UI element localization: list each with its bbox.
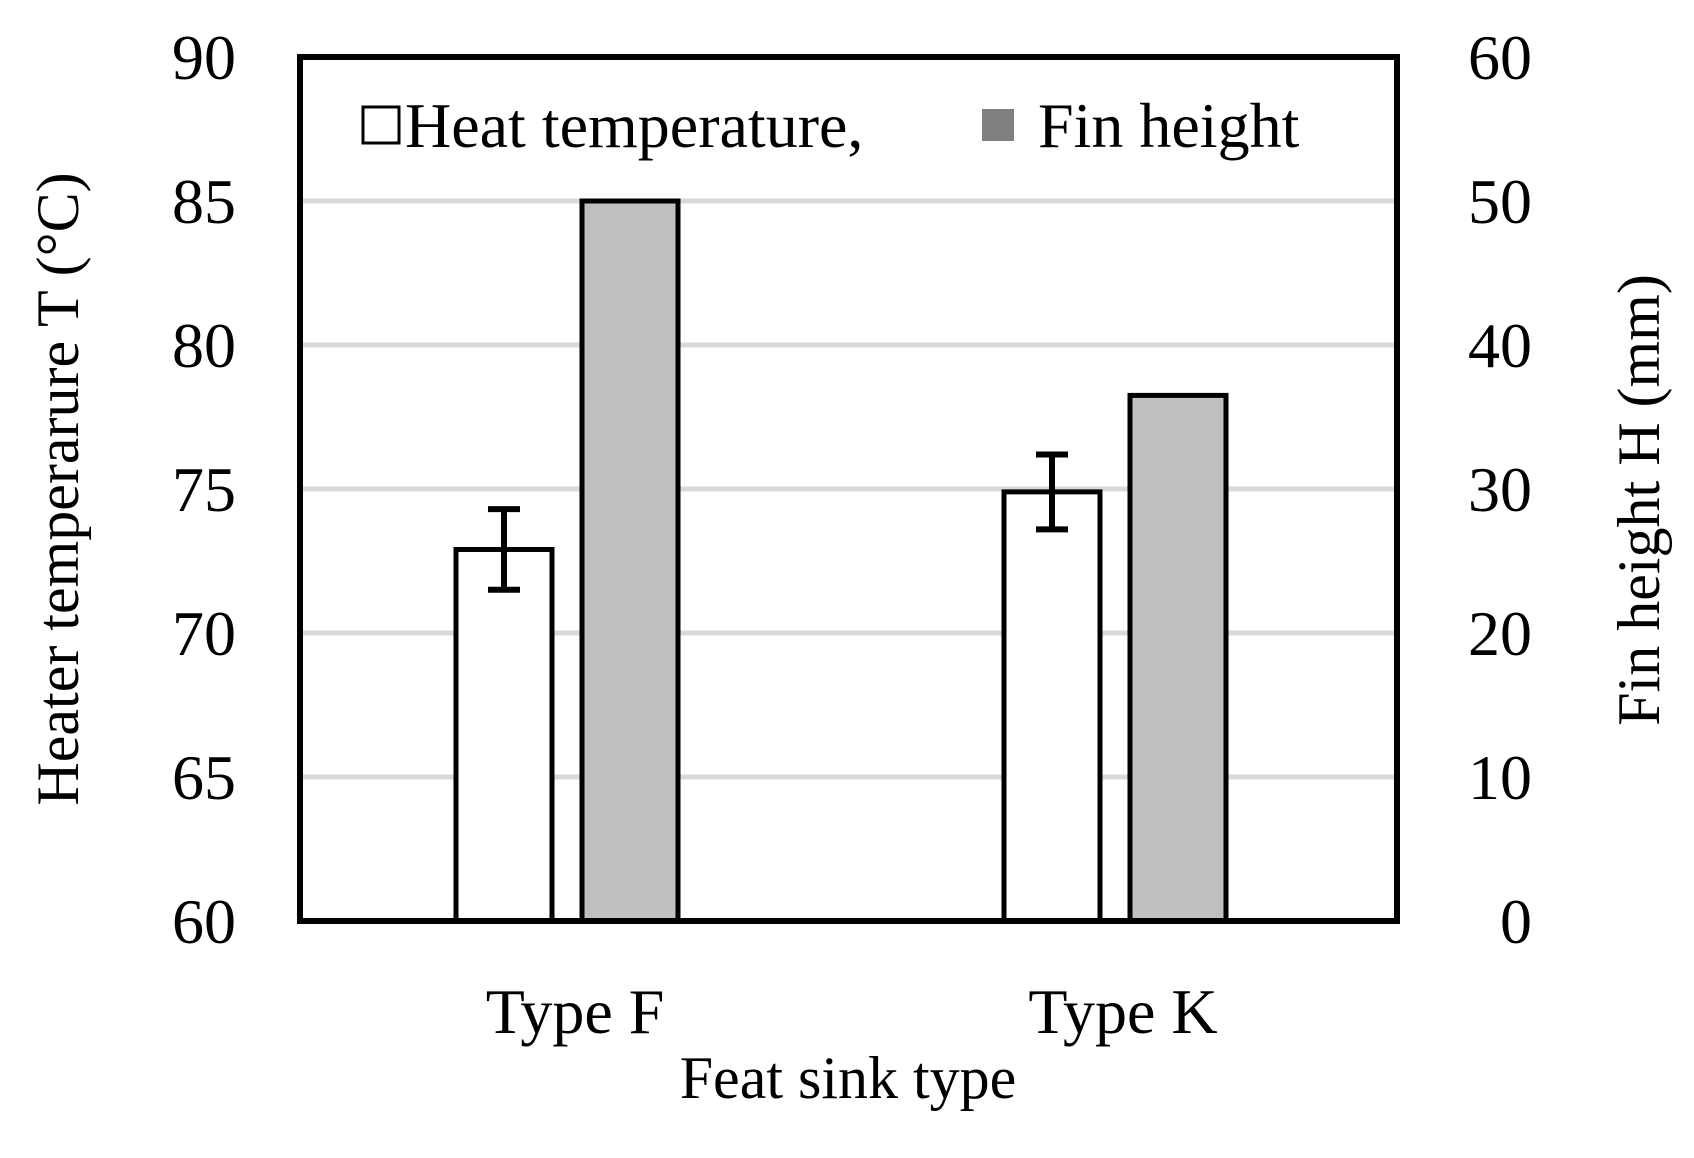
- bar: [1001, 489, 1103, 924]
- bar: [579, 198, 681, 924]
- bar: [1127, 392, 1229, 924]
- left-tick-label: 80: [172, 310, 236, 381]
- left-tick-label: 75: [172, 454, 236, 525]
- legend: Heat temperature, Fin height: [361, 90, 1300, 161]
- left-tick-label: 85: [172, 166, 236, 237]
- right-tick-label: 40: [1468, 310, 1532, 381]
- legend-label-heat-temperature: Heat temperature,: [405, 90, 863, 161]
- right-tick-label: 30: [1468, 454, 1532, 525]
- left-tick-label: 70: [172, 598, 236, 669]
- left-tick-label: 65: [172, 742, 236, 813]
- error-bars: [488, 451, 1068, 593]
- bars: [453, 198, 1229, 924]
- legend-label-fin-height: Fin height: [1038, 90, 1300, 161]
- left-axis-title: Heater temperarure T (°C): [25, 172, 91, 805]
- plot-frame: [297, 54, 1400, 924]
- right-tick-label: 10: [1468, 742, 1532, 813]
- bar: [453, 546, 555, 924]
- right-tick-label: 0: [1500, 886, 1532, 957]
- left-tick-label: 60: [172, 886, 236, 957]
- legend-swatch-heat-temperature: [361, 105, 401, 145]
- left-tick-label: 90: [172, 22, 236, 93]
- category-label: Type K: [1028, 976, 1217, 1047]
- right-axis-title: Fin height H (mm): [1606, 274, 1672, 726]
- right-tick-label: 50: [1468, 166, 1532, 237]
- category-label: Type F: [486, 976, 665, 1047]
- x-axis-title: Feat sink type: [680, 1045, 1017, 1111]
- right-axis-ticks: 0 10 20 30 40 50 60: [1468, 22, 1532, 957]
- right-tick-label: 60: [1468, 22, 1532, 93]
- legend-swatch-fin-height: [982, 109, 1014, 141]
- category-labels: Type F Type K: [486, 976, 1218, 1047]
- left-axis-ticks: 60 65 70 75 80 85 90: [172, 22, 236, 957]
- right-tick-label: 20: [1468, 598, 1532, 669]
